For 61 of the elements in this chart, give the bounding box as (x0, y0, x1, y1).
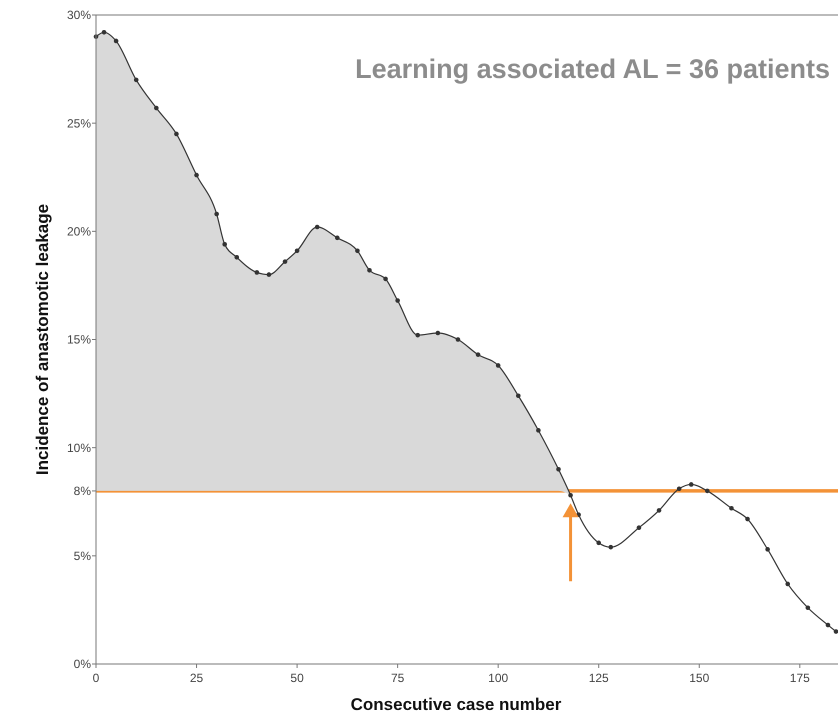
point (496, 363, 500, 368)
x-tick-label: 75 (390, 671, 405, 685)
point (367, 268, 372, 273)
x-tick-label: 0 (92, 671, 100, 685)
point (102, 30, 106, 35)
x-tick-label: 25 (190, 671, 204, 685)
point (536, 428, 541, 433)
y-tick-label: 15% (66, 332, 92, 347)
x-axis-title: Consecutive case number (350, 695, 562, 714)
point (415, 332, 420, 338)
point (834, 629, 838, 634)
y-tick-label: 10% (66, 440, 92, 455)
point (688, 482, 694, 487)
y-tick-label: 8% (74, 484, 92, 498)
point (705, 488, 710, 494)
point (636, 525, 642, 530)
point (656, 508, 662, 513)
point (596, 540, 602, 546)
x-tick-label: 50 (290, 671, 304, 685)
point (266, 272, 272, 277)
point (134, 78, 139, 82)
annotation: Learning associated AL = 36 patients (355, 54, 830, 84)
point (608, 544, 614, 550)
point (456, 337, 460, 342)
point (294, 248, 300, 254)
y-axis-title: Incidence of anastomotic leakage (33, 204, 52, 476)
point (436, 330, 440, 336)
x-tick-label: 125 (588, 671, 610, 685)
point (568, 492, 573, 498)
y-tick-label: 30% (66, 8, 92, 22)
point (154, 106, 159, 110)
point (282, 259, 288, 264)
point (729, 506, 734, 511)
point (383, 276, 388, 282)
point (765, 547, 770, 552)
point (114, 38, 118, 44)
point (745, 516, 750, 522)
point (254, 270, 260, 275)
point (806, 605, 810, 610)
x-tick-label: 100 (488, 671, 509, 685)
point (194, 172, 199, 178)
point (234, 255, 240, 260)
x-tick-label: 175 (790, 671, 810, 685)
point (556, 467, 561, 472)
x-tick-label: 150 (689, 671, 710, 685)
y-tick-label: 0% (74, 657, 92, 672)
point (826, 622, 830, 628)
point (335, 236, 340, 240)
point (222, 242, 227, 247)
y-tick-label: 5% (74, 549, 92, 564)
point (174, 132, 179, 136)
point (355, 248, 360, 254)
point (516, 393, 521, 398)
point (476, 352, 480, 357)
point (214, 212, 219, 216)
point (314, 224, 320, 230)
y-tick-label: 25% (66, 116, 92, 130)
point (785, 582, 790, 586)
point (395, 298, 400, 303)
y-tick-label: 20% (66, 224, 92, 239)
point (676, 486, 682, 492)
